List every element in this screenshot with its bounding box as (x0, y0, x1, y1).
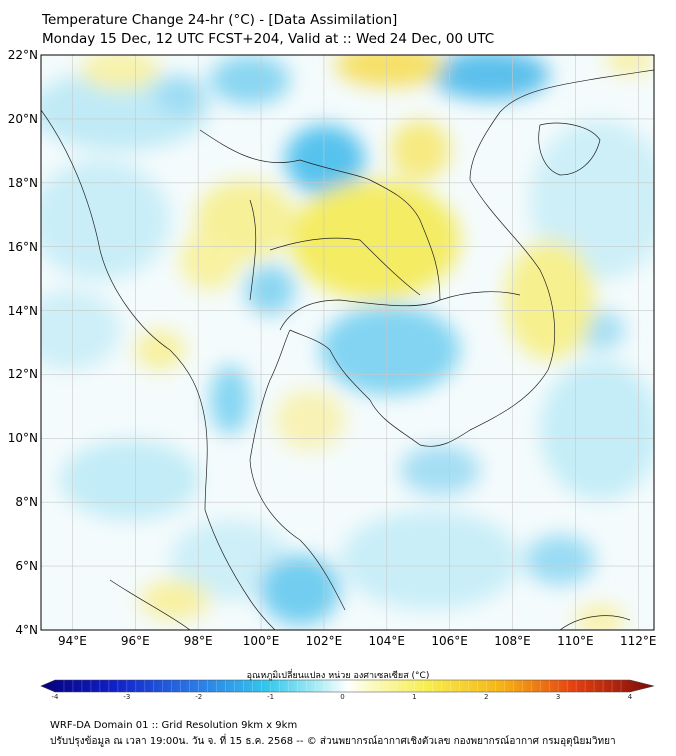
lon-label: 112°E (620, 634, 657, 648)
lat-label: 14°N (7, 303, 38, 318)
lat-label: 8°N (15, 495, 38, 510)
lon-label: 94°E (57, 634, 87, 648)
colorbar-tick-label: 2 (484, 693, 489, 701)
lon-label: 108°E (494, 634, 531, 648)
lon-label: 102°E (305, 634, 343, 648)
footer-credit: ปรับปรุงข้อมูล ณ เวลา 19:00น. วัน จ. ที่… (50, 736, 616, 747)
lon-label: 104°E (368, 634, 406, 648)
lat-label: 18°N (7, 175, 38, 190)
chart-subtitle: Monday 15 Dec, 12 UTC FCST+204, Valid at… (42, 31, 495, 47)
lon-label: 98°E (183, 634, 213, 648)
colorbar-tick-label: 4 (627, 693, 633, 701)
colorbar-tick-label: -4 (51, 693, 59, 701)
graticule (41, 55, 654, 630)
lat-label: 20°N (7, 111, 38, 126)
lat-label: 22°N (7, 48, 38, 62)
colorbar-tick-label: 0 (340, 693, 345, 701)
lat-label: 6°N (15, 559, 38, 574)
map-frame (40, 54, 655, 631)
coastlines (41, 69, 654, 630)
lon-label: 110°E (557, 634, 594, 648)
colorbar-tick-label: 1 (412, 693, 417, 701)
colorbar-title: อุณหภูมิเปลี่ยนแปลง หน่วย องศาเซลเซียส (… (246, 671, 430, 681)
footer-domain-info: WRF-DA Domain 01 :: Grid Resolution 9km … (50, 720, 298, 731)
lon-label: 96°E (120, 634, 150, 648)
lon-label: 100°E (242, 634, 280, 648)
lat-label: 10°N (7, 431, 38, 446)
colorbar-tick-label: -2 (195, 693, 203, 701)
colorbar-tick-label: -3 (123, 693, 131, 701)
colorbar-tick-label: 3 (555, 693, 561, 701)
lat-label: 4°N (15, 623, 38, 637)
temperature-field (41, 55, 654, 630)
chart-title: Temperature Change 24-hr (°C) - [Data As… (42, 12, 398, 28)
lat-label: 16°N (7, 239, 38, 254)
colorbar (40, 679, 655, 693)
lat-label: 12°N (7, 367, 38, 382)
lon-label: 106°E (431, 634, 468, 648)
colorbar-tick-label: -1 (267, 693, 275, 701)
